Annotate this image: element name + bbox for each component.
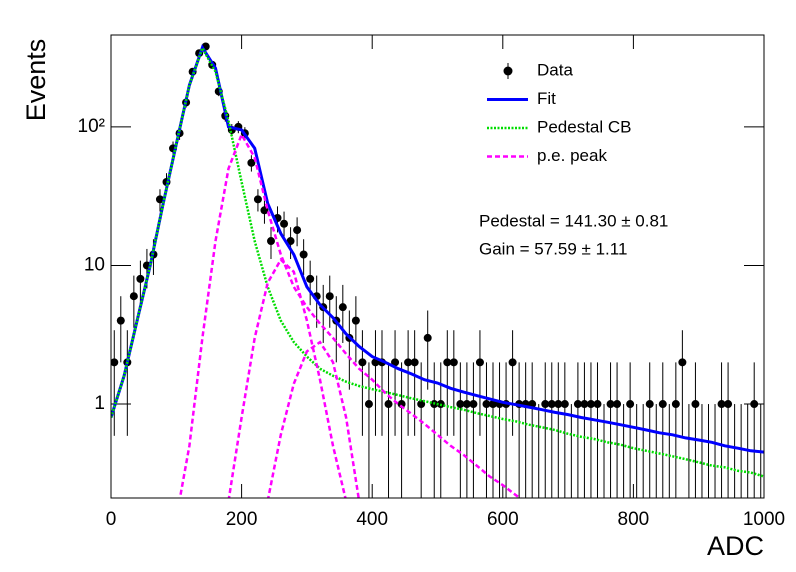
data-point <box>384 400 393 409</box>
data-point <box>116 316 125 325</box>
data-point <box>593 400 602 409</box>
data-point <box>449 358 458 367</box>
data-point <box>547 400 556 409</box>
data-point <box>338 303 347 312</box>
fit-curve <box>227 257 347 498</box>
data-point <box>671 400 680 409</box>
data-point <box>247 158 256 167</box>
x-tick-label: 0 <box>106 509 117 530</box>
data-point <box>613 400 622 409</box>
y-tick-label: 10 <box>84 254 105 275</box>
fit-curve <box>267 340 360 498</box>
data-point <box>626 400 635 409</box>
data-point <box>410 358 419 367</box>
data-point <box>469 400 478 409</box>
data-point <box>489 400 498 409</box>
data-point <box>482 400 491 409</box>
annotation: Pedestal = 141.30 ± 0.81 <box>479 211 668 230</box>
data-point <box>691 400 700 409</box>
x-tick-label: 800 <box>618 509 650 530</box>
data-point <box>580 400 589 409</box>
legend-marker <box>503 66 513 76</box>
data-point <box>678 358 687 367</box>
data-point <box>325 292 334 301</box>
data-point <box>404 358 413 367</box>
data-point <box>286 237 295 246</box>
x-axis-title: ADC <box>707 531 764 561</box>
data-point <box>391 358 400 367</box>
data-point <box>443 358 452 367</box>
data-point <box>136 274 145 283</box>
y-axis-title: Events <box>21 39 51 122</box>
data-point <box>111 358 119 367</box>
data-point <box>508 358 517 367</box>
data-point <box>423 333 432 342</box>
data-point <box>266 237 275 246</box>
data-point <box>293 226 302 235</box>
data-point <box>280 219 289 228</box>
data-point <box>560 400 569 409</box>
data-point <box>750 400 759 409</box>
x-tick-label: 400 <box>356 509 388 530</box>
y-tick-label: 10² <box>78 116 105 137</box>
x-tick-label: 1000 <box>743 509 785 530</box>
data-point <box>554 400 563 409</box>
frame <box>110 34 765 499</box>
annotation: Gain = 57.59 ± 1.11 <box>479 239 627 258</box>
x-tick-label: 200 <box>226 509 258 530</box>
data-point <box>129 292 138 301</box>
legend-label: p.e. peak <box>537 146 607 165</box>
data-point <box>351 316 360 325</box>
data-point <box>397 400 406 409</box>
data-point <box>462 400 471 409</box>
legend-label: Data <box>537 60 573 79</box>
data-point <box>306 274 315 283</box>
data-point <box>299 250 308 259</box>
data-point <box>155 195 164 204</box>
y-tick-label: 1 <box>94 393 105 414</box>
plot-area <box>111 42 764 498</box>
data-point <box>717 400 726 409</box>
legend-label: Fit <box>537 89 556 108</box>
data-point <box>541 400 550 409</box>
data-point <box>658 400 667 409</box>
fit-curve <box>178 131 523 498</box>
fit-curve <box>111 45 764 478</box>
data-point <box>358 358 367 367</box>
data-point <box>606 400 615 409</box>
data-point <box>475 358 484 367</box>
x-tick-label: 600 <box>487 509 519 530</box>
data-point <box>573 400 582 409</box>
data-point <box>586 400 595 409</box>
data-point <box>253 195 262 204</box>
data-point <box>364 400 373 409</box>
data-point <box>724 400 733 409</box>
legend-label: Pedestal CB <box>537 117 632 136</box>
data-point <box>456 400 465 409</box>
data-point <box>645 400 654 409</box>
